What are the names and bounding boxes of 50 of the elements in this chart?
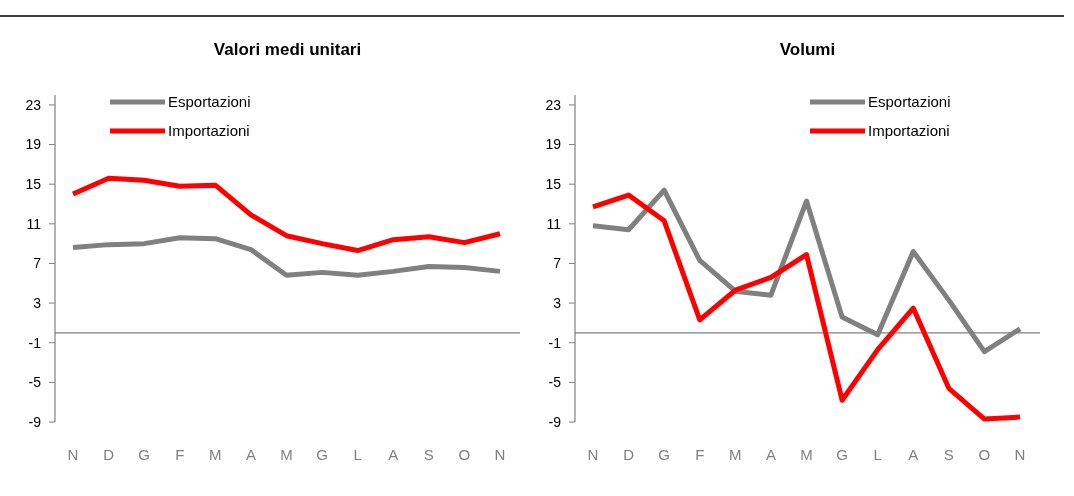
x-tick-label: F (175, 446, 185, 463)
y-tick-label: -1 (548, 334, 562, 351)
x-tick-label: M (209, 446, 222, 463)
chart-title: Volumi (779, 40, 836, 59)
y-tick-label: 3 (553, 294, 562, 311)
x-tick-label: G (316, 446, 328, 463)
y-tick-label: -5 (28, 374, 42, 391)
x-tick-label: L (353, 446, 362, 463)
legend-label: Importazioni (168, 122, 250, 140)
legend-label: Esportazioni (868, 93, 951, 111)
x-tick-label: O (978, 446, 991, 463)
x-tick-label: D (103, 446, 115, 463)
x-tick-label: M (800, 446, 813, 463)
y-tick-label: -1 (28, 334, 42, 351)
x-tick-label: O (458, 446, 471, 463)
x-tick-label: S (943, 446, 954, 463)
y-tick-label: 7 (33, 255, 42, 272)
x-tick-label: A (908, 446, 919, 463)
x-tick-label: F (695, 446, 705, 463)
y-tick-label: -9 (28, 413, 42, 430)
y-tick-label: 3 (33, 294, 42, 311)
y-tick-label: 11 (546, 215, 562, 232)
y-tick-label: -5 (548, 374, 562, 391)
x-tick-label: N (1014, 446, 1026, 463)
x-tick-label: G (138, 446, 150, 463)
x-tick-label: L (873, 446, 882, 463)
y-tick-label: -9 (548, 413, 562, 430)
x-tick-label: A (245, 446, 256, 463)
x-tick-label: S (423, 446, 434, 463)
x-tick-label: M (729, 446, 742, 463)
y-tick-label: 7 (553, 255, 562, 272)
x-tick-label: N (587, 446, 599, 463)
y-tick-label: 23 (545, 96, 562, 113)
x-tick-label: A (765, 446, 776, 463)
x-tick-label: G (836, 446, 848, 463)
y-tick-label: 19 (25, 136, 42, 153)
y-tick-label: 11 (26, 215, 42, 232)
x-tick-label: D (623, 446, 635, 463)
chart-title: Valori medi unitari (213, 40, 362, 59)
legend-label: Esportazioni (168, 93, 251, 111)
y-tick-label: 23 (25, 96, 42, 113)
legend-label: Importazioni (868, 122, 950, 140)
y-tick-label: 19 (545, 136, 562, 153)
x-tick-label: N (494, 446, 506, 463)
x-tick-label: G (658, 446, 670, 463)
x-tick-label: A (388, 446, 399, 463)
y-tick-label: 15 (25, 176, 42, 193)
x-tick-label: N (67, 446, 79, 463)
x-tick-label: M (280, 446, 293, 463)
y-tick-label: 15 (545, 176, 562, 193)
